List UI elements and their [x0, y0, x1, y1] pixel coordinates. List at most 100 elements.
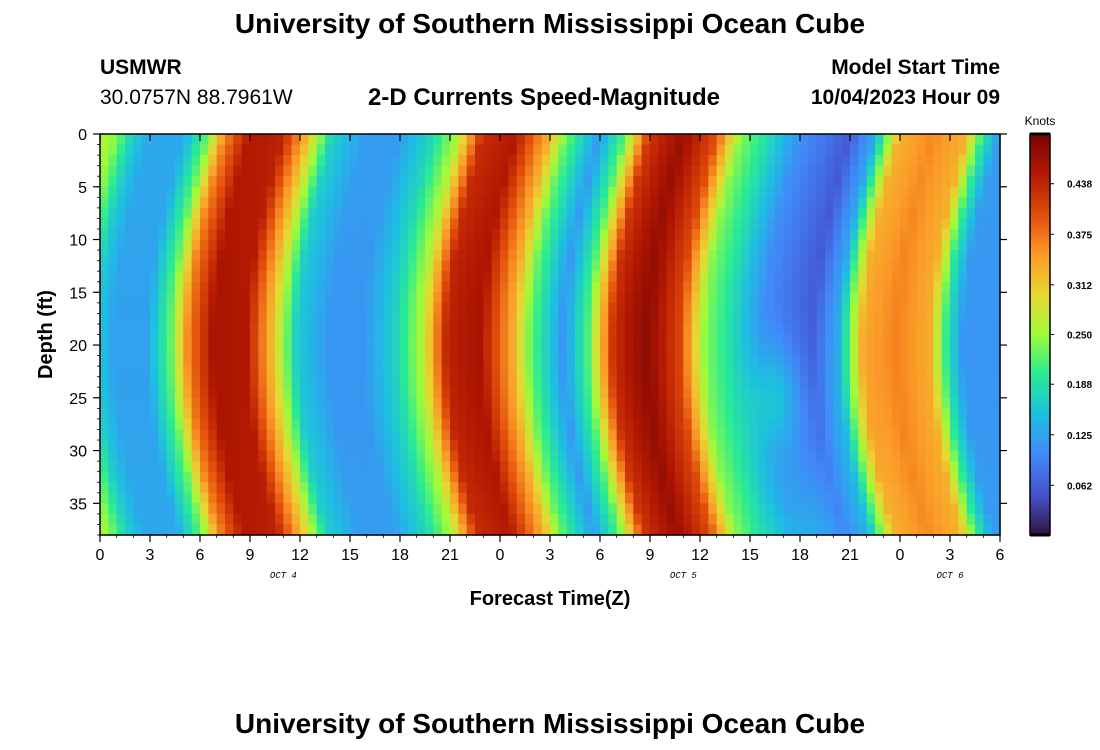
heatmap-cell — [825, 408, 834, 420]
heatmap-cell — [475, 418, 484, 431]
heatmap-cell — [308, 155, 318, 167]
heatmap-cell — [300, 144, 309, 156]
heatmap-cell — [575, 387, 584, 399]
heatmap-cell — [441, 450, 451, 462]
heatmap-cell — [700, 440, 709, 452]
heatmap-cell — [241, 292, 251, 304]
heatmap-cell — [966, 524, 976, 536]
heatmap-cell — [458, 461, 468, 473]
colorbar-band — [1030, 441, 1050, 446]
colorbar-band — [1030, 311, 1050, 316]
heatmap-cell — [766, 461, 776, 473]
heatmap-cell — [966, 250, 976, 262]
heatmap-cell — [375, 397, 384, 409]
heatmap-cell — [525, 450, 534, 462]
heatmap-cell — [325, 387, 334, 399]
heatmap-cell — [525, 366, 534, 378]
heatmap-cell — [908, 228, 918, 241]
heatmap-cell — [208, 197, 218, 209]
heatmap-cell — [491, 176, 501, 188]
heatmap-cell — [691, 186, 701, 198]
heatmap-cell — [633, 471, 643, 483]
heatmap-cell — [608, 345, 618, 357]
heatmap-cell — [350, 524, 359, 536]
colorbar-band — [1030, 254, 1050, 259]
heatmap-cell — [966, 440, 976, 452]
heatmap-cell — [991, 207, 1001, 220]
heatmap-cell — [641, 482, 651, 494]
heatmap-cell — [908, 134, 918, 146]
heatmap-cell — [825, 302, 834, 314]
heatmap-cell — [758, 461, 768, 473]
heatmap-cell — [391, 334, 401, 346]
heatmap-cell — [133, 292, 143, 304]
heatmap-cell — [383, 134, 393, 146]
heatmap-cell — [891, 355, 901, 367]
heatmap-cell — [716, 408, 726, 420]
heatmap-cell — [591, 176, 601, 188]
heatmap-cell — [366, 429, 376, 441]
heatmap-cell — [975, 323, 984, 336]
heatmap-cell — [483, 450, 493, 462]
heatmap-cell — [600, 503, 609, 515]
heatmap-cell — [366, 271, 376, 283]
heatmap-cell — [983, 513, 993, 526]
heatmap-cell — [891, 134, 901, 146]
heatmap-cell — [391, 197, 401, 209]
heatmap-cell — [291, 471, 301, 483]
heatmap-cell — [175, 387, 184, 399]
colorbar-band — [1030, 184, 1050, 189]
colorbar-band — [1030, 418, 1050, 422]
heatmap-cell — [475, 271, 484, 283]
heatmap-cell — [125, 313, 134, 325]
heatmap-cell — [325, 218, 334, 230]
heatmap-cell — [491, 207, 501, 220]
heatmap-cell — [775, 376, 784, 388]
heatmap-cell — [475, 461, 484, 473]
heatmap-cell — [800, 144, 809, 156]
heatmap-cell — [700, 334, 709, 346]
heatmap-cell — [208, 228, 218, 241]
heatmap-cell — [866, 302, 876, 314]
heatmap-cell — [291, 281, 301, 293]
heatmap-cell — [616, 450, 626, 462]
heatmap-cell — [433, 524, 443, 536]
heatmap-cell — [908, 524, 918, 536]
heatmap-cell — [916, 418, 926, 431]
heatmap-cell — [958, 345, 968, 357]
heatmap-cell — [566, 313, 576, 325]
heatmap-cell — [575, 228, 584, 241]
heatmap-cell — [733, 176, 743, 188]
heatmap-cell — [975, 440, 984, 452]
heatmap-cell — [416, 482, 426, 494]
heatmap-cell — [608, 376, 618, 388]
heatmap-cell — [400, 450, 409, 462]
heatmap-cell — [375, 134, 384, 146]
heatmap-cell — [516, 281, 526, 293]
heatmap-cell — [391, 271, 401, 283]
heatmap-cell — [583, 281, 593, 293]
heatmap-cell — [800, 176, 809, 188]
heatmap-cell — [950, 334, 959, 346]
heatmap-cell — [541, 176, 551, 188]
heatmap-cell — [916, 503, 926, 515]
heatmap-cell — [150, 471, 159, 483]
colorbar-band — [1030, 521, 1050, 526]
heatmap-cell — [266, 260, 276, 272]
heatmap-cell — [908, 418, 918, 431]
heatmap-cell — [508, 186, 518, 198]
heatmap-cell — [858, 524, 868, 536]
heatmap-cell — [683, 281, 693, 293]
heatmap-cell — [575, 165, 584, 177]
heatmap-cell — [750, 429, 759, 441]
heatmap-cell — [533, 165, 543, 177]
heatmap-cell — [500, 334, 509, 346]
heatmap-cell — [225, 292, 234, 304]
heatmap-cell — [358, 345, 368, 357]
heatmap-cell — [600, 440, 609, 452]
x-tick-label: 3 — [146, 547, 155, 564]
heatmap-cell — [983, 134, 993, 146]
heatmap-cell — [983, 207, 993, 220]
heatmap-cell — [616, 513, 626, 526]
heatmap-cell — [208, 313, 218, 325]
